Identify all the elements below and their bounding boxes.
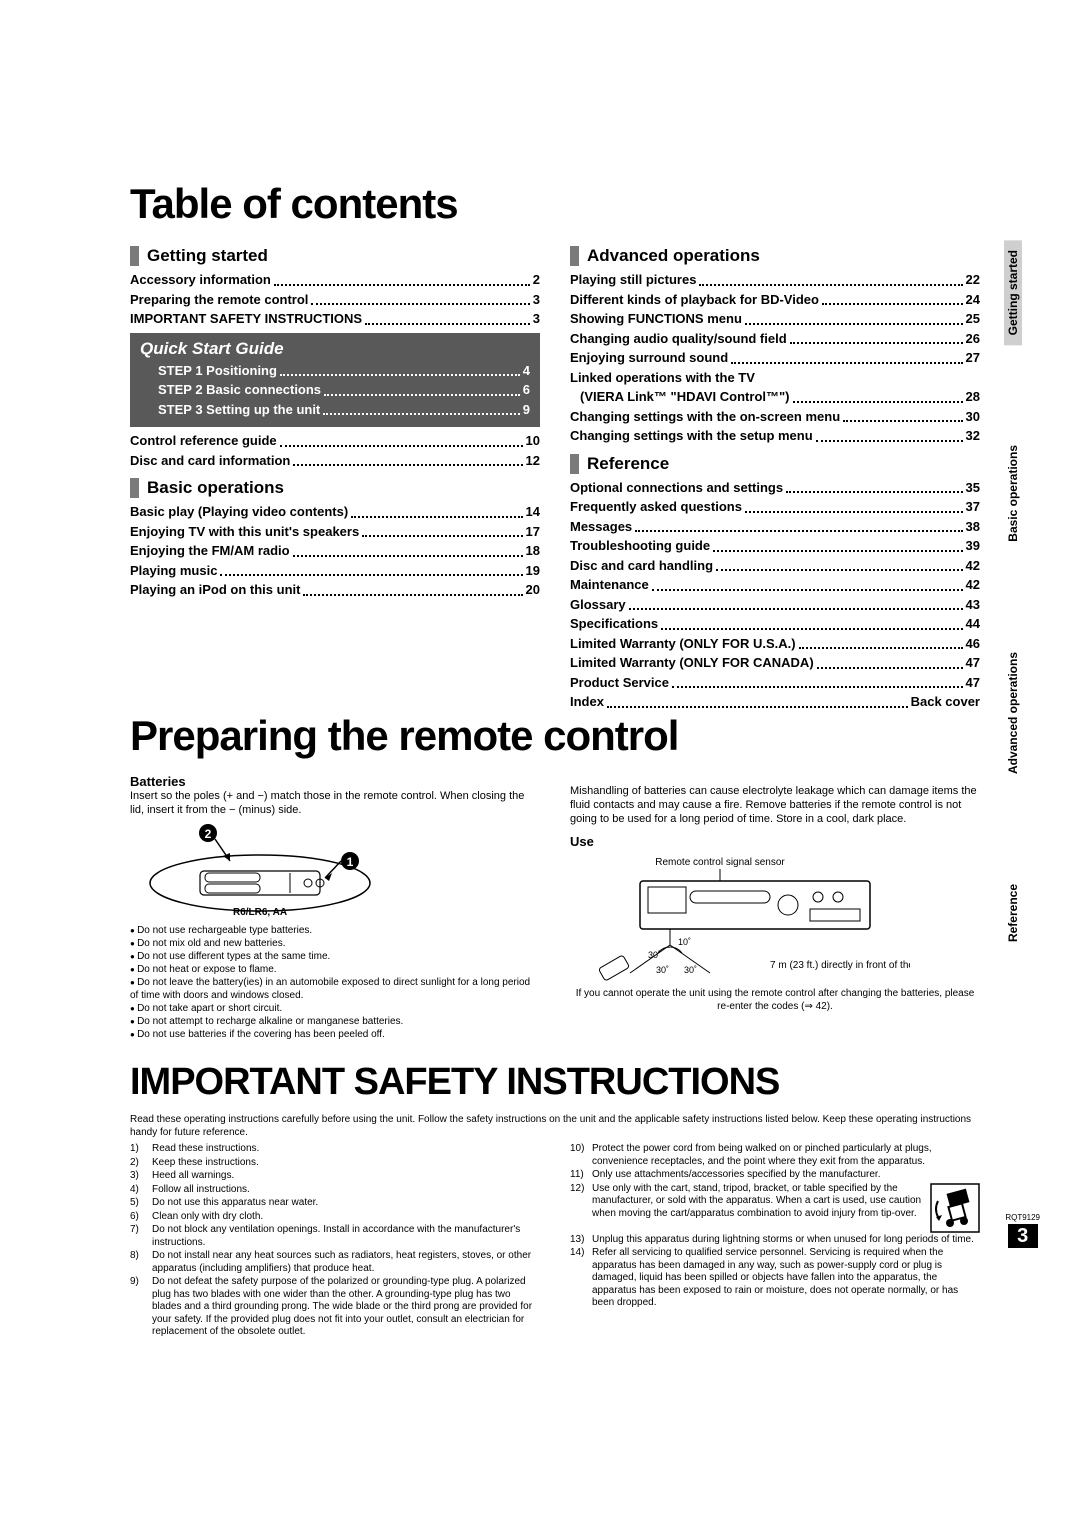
tab-basic: Basic operations: [1004, 435, 1022, 552]
toc-heading: Table of contents: [130, 180, 980, 228]
svg-text:10˚: 10˚: [678, 937, 691, 947]
svg-text:30˚: 30˚: [648, 950, 661, 960]
section-reference: Reference: [570, 454, 980, 474]
toc-group: Control reference guide10 Disc and card …: [130, 431, 540, 470]
use-title: Use: [570, 834, 980, 849]
svg-text:30˚: 30˚: [684, 965, 697, 975]
battery-bullets: Do not use rechargeable type batteries. …: [130, 924, 540, 1041]
tab-reference: Reference: [1004, 874, 1022, 952]
remote-heading: Preparing the remote control: [130, 712, 980, 760]
remote-battery-diagram: 1 2 R6/LR6, AA: [130, 823, 390, 918]
svg-text:1: 1: [347, 855, 354, 869]
section-advanced: Advanced operations: [570, 246, 980, 266]
section-getting-started: Getting started: [130, 246, 540, 266]
change-note: If you cannot operate the unit using the…: [570, 988, 980, 1013]
svg-text:Remote control signal sensor: Remote control signal sensor: [655, 857, 785, 868]
safety-intro: Read these operating instructions carefu…: [130, 1114, 980, 1139]
svg-text:2: 2: [205, 827, 212, 841]
page-footer: RQT9129 3: [1005, 1213, 1040, 1248]
cart-tip-icon: [930, 1183, 980, 1233]
toc-group: Basic play (Playing video contents)14 En…: [130, 502, 540, 600]
batteries-title: Batteries: [130, 774, 540, 789]
svg-text:30˚: 30˚: [656, 965, 669, 975]
safety-left: 1)Read these instructions. 2)Keep these …: [130, 1143, 540, 1340]
side-tabs: Getting started Basic operations Advance…: [1004, 240, 1040, 1042]
toc-group: Accessory information2 Preparing the rem…: [130, 270, 540, 329]
tab-getting-started: Getting started: [1004, 240, 1022, 345]
svg-text:7 m (23 ft.) directly in front: 7 m (23 ft.) directly in front of the un…: [770, 960, 910, 971]
toc-group: Optional connections and settings35 Freq…: [570, 478, 980, 712]
section-basic: Basic operations: [130, 478, 540, 498]
tab-advanced: Advanced operations: [1004, 642, 1022, 784]
remote-sensor-diagram: Remote control signal sensor 30˚ 10˚ 30˚…: [570, 853, 910, 983]
mishandling-text: Mishandling of batteries can cause elect…: [570, 784, 980, 827]
insert-text: Insert so the poles (+ and −) match thos…: [130, 789, 540, 818]
safety-heading: IMPORTANT SAFETY INSTRUCTIONS: [130, 1061, 980, 1104]
quick-start-box: Quick Start Guide STEP 1 Positioning4 ST…: [130, 333, 540, 428]
toc-group: Playing still pictures22 Different kinds…: [570, 270, 980, 446]
safety-right: 10)Protect the power cord from being wal…: [570, 1143, 980, 1340]
svg-text:R6/LR6, AA: R6/LR6, AA: [233, 907, 287, 918]
